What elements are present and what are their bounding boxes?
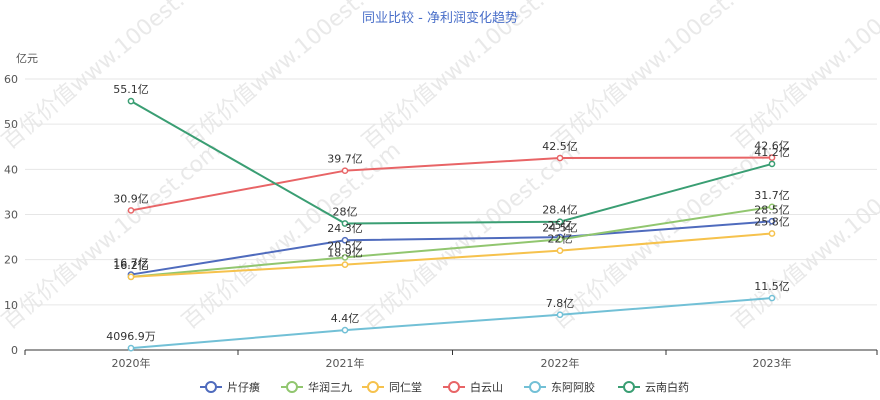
x-tick-label: 2023年	[753, 356, 792, 370]
watermark-layer: 百优价值www.100est.com百优价值www.100est.com百优价值…	[0, 0, 880, 335]
y-axis-unit: 亿元	[16, 52, 38, 65]
data-label: 42.6亿	[754, 140, 790, 153]
data-point	[556, 311, 564, 319]
data-point	[556, 154, 564, 162]
y-tick-label: 0	[11, 344, 18, 357]
data-label: 4096.9万	[106, 330, 156, 343]
data-label: 16.7亿	[113, 257, 149, 270]
data-point	[127, 207, 135, 214]
y-tick-label: 10	[4, 299, 18, 312]
watermark-text: 百优价值www.100est.com	[728, 0, 880, 155]
data-label: 24.3亿	[327, 222, 363, 235]
legend-label: 云南白药	[645, 380, 689, 394]
data-label: 55.1亿	[113, 83, 149, 96]
data-label: 41.2亿	[754, 146, 790, 159]
y-tick-label: 50	[4, 118, 18, 131]
legend-marker	[205, 381, 217, 393]
y-tick-label: 60	[4, 73, 18, 86]
data-point	[768, 217, 776, 225]
y-axis-ticks: 0 10 20 30 40 50 60	[4, 73, 18, 357]
legend: 片仔癀 华润三九 同仁堂 白云山 东阿阿胶 云南白药	[200, 380, 689, 394]
series-layer	[127, 97, 776, 352]
data-point	[341, 220, 349, 227]
data-label: 25.8亿	[754, 215, 790, 228]
legend-marker	[623, 381, 635, 393]
legend-marker	[529, 381, 541, 393]
legend-marker	[286, 381, 298, 393]
y-tick-label: 40	[4, 163, 18, 176]
x-axis: 2020年 2021年 2022年 2023年	[24, 350, 878, 370]
data-point	[556, 235, 564, 243]
data-point	[556, 218, 564, 226]
data-point	[127, 273, 135, 281]
data-label: 42.5亿	[542, 140, 578, 153]
data-label: 24.5亿	[542, 221, 578, 234]
series-line	[130, 100, 773, 225]
x-tick-label: 2022年	[541, 356, 580, 370]
data-label: 30.9亿	[113, 192, 149, 205]
data-point	[341, 326, 349, 334]
data-label: 16.2亿	[113, 259, 149, 272]
data-point	[341, 261, 349, 268]
data-label: 11.5亿	[754, 280, 790, 293]
data-label: 22亿	[548, 233, 573, 246]
data-point	[341, 254, 349, 261]
data-point	[127, 344, 135, 352]
series-line	[130, 220, 773, 276]
legend-label: 片仔癀	[227, 380, 260, 394]
data-point	[768, 160, 776, 168]
data-label: 20.5亿	[327, 239, 363, 252]
data-point	[768, 294, 776, 302]
data-label: 28亿	[333, 206, 358, 219]
data-label: 4.4亿	[331, 312, 360, 325]
data-point	[768, 230, 776, 237]
series-line	[130, 156, 773, 212]
x-tick-label: 2021年	[326, 356, 365, 370]
legend-label: 东阿阿胶	[551, 380, 595, 394]
data-label: 25亿	[548, 219, 573, 232]
data-label: 28.5亿	[754, 203, 790, 216]
y-tick-label: 20	[4, 254, 18, 267]
series-line	[130, 232, 773, 278]
legend-label: 华润三九	[308, 380, 352, 394]
data-point	[768, 203, 776, 211]
data-point	[127, 97, 135, 105]
legend-label: 白云山	[470, 380, 503, 394]
data-label: 16.2亿	[113, 259, 149, 272]
grid-lines	[25, 78, 877, 351]
data-point	[768, 154, 776, 161]
data-label: 39.7亿	[327, 153, 363, 166]
legend-label: 同仁堂	[389, 381, 422, 394]
y-tick-label: 30	[4, 209, 18, 222]
data-label: 7.8亿	[546, 297, 575, 310]
legend-marker	[367, 381, 379, 393]
data-point	[341, 236, 349, 244]
series-line	[130, 297, 773, 350]
data-label: 28.4亿	[542, 204, 578, 217]
data-point	[341, 167, 349, 175]
legend-marker	[448, 381, 460, 393]
chart-title: 同业比较 - 净利润变化趋势	[362, 10, 518, 26]
data-label: 18.9亿	[327, 247, 363, 260]
x-tick-label: 2020年	[112, 356, 151, 370]
series-line	[130, 205, 773, 278]
data-label: 31.7亿	[754, 189, 790, 202]
data-point	[556, 247, 564, 254]
